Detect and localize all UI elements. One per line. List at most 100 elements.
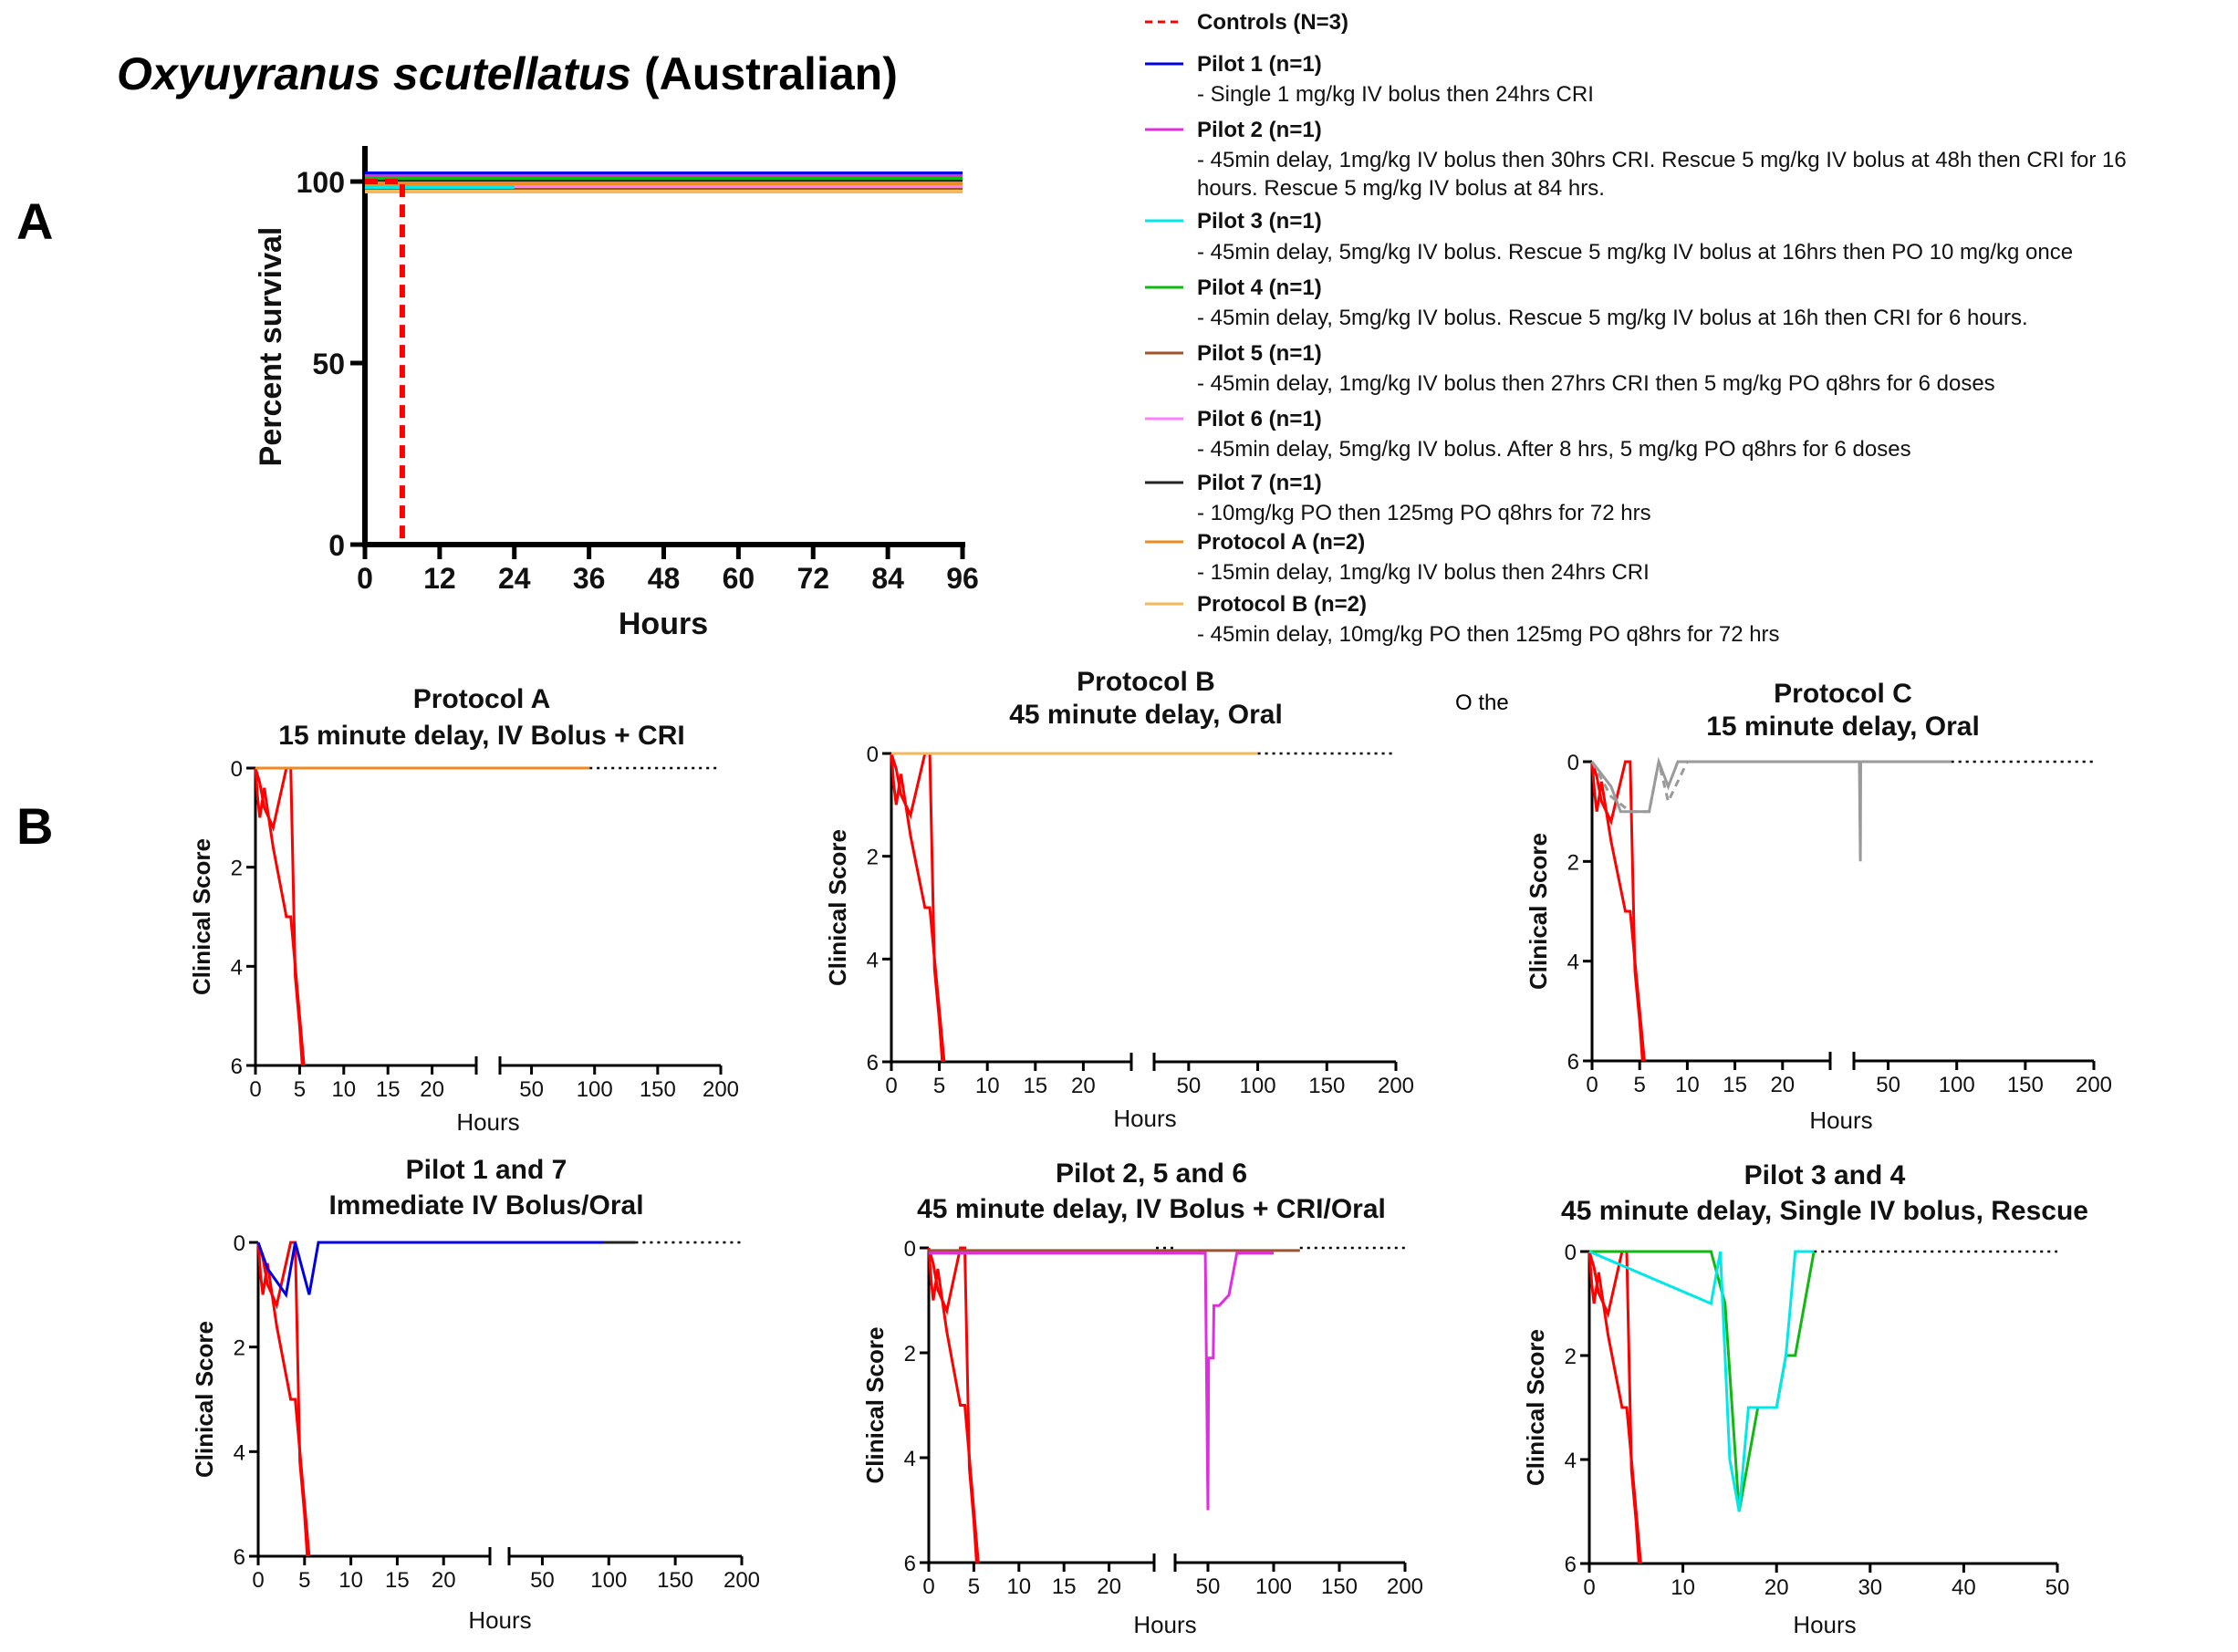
x-tick-label: 100 bbox=[1939, 1073, 1975, 1097]
y-tick-label: 4 bbox=[904, 1447, 916, 1471]
series-line-pilot1 bbox=[256, 1241, 604, 1299]
y-tick-label: 2 bbox=[1565, 1345, 1577, 1369]
x-tick-label: 30 bbox=[1858, 1575, 1882, 1600]
legend-entry-controls: Controls (N=3) bbox=[1145, 10, 1348, 35]
y-tick-label: 6 bbox=[867, 1051, 879, 1075]
x-tick-label: 36 bbox=[573, 562, 606, 595]
y-tick-label: 50 bbox=[312, 348, 345, 380]
x-tick-label: 20 bbox=[432, 1568, 456, 1593]
x-tick-label: 20 bbox=[1764, 1575, 1789, 1600]
y-axis-label: Clinical Score bbox=[188, 838, 215, 995]
x-tick-label: 50 bbox=[1196, 1574, 1221, 1599]
x-tick-label: 10 bbox=[338, 1568, 363, 1593]
legend-detail: - 45min delay, 5mg/kg IV bolus. After 8 … bbox=[1197, 437, 1911, 462]
x-tick-label: 48 bbox=[648, 562, 681, 595]
y-tick-label: 2 bbox=[867, 846, 879, 870]
x-tick-label: 5 bbox=[294, 1077, 306, 1102]
x-tick-label: 150 bbox=[1308, 1074, 1345, 1098]
chart-title: Protocol C bbox=[1774, 679, 1912, 709]
chart-title: Pilot 3 and 4 bbox=[1744, 1160, 1906, 1190]
chart-subtitle: 15 minute delay, IV Bolus + CRI bbox=[278, 721, 684, 751]
x-tick-label: 50 bbox=[1876, 1073, 1900, 1097]
x-tick-label: 0 bbox=[249, 1077, 261, 1102]
x-tick-label: 5 bbox=[298, 1568, 310, 1593]
x-tick-label: 0 bbox=[1586, 1073, 1598, 1097]
legend-entry-pilot2: Pilot 2 (n=1) - 45min delay, 1mg/kg IV bo… bbox=[1145, 118, 2127, 201]
x-tick-label: 10 bbox=[1671, 1575, 1695, 1600]
series-line-pilot2 bbox=[929, 1252, 1274, 1511]
y-axis-label: Clinical Score bbox=[824, 829, 851, 986]
legend-name: Pilot 3 (n=1) bbox=[1197, 209, 1322, 234]
y-tick-label: 4 bbox=[234, 1440, 245, 1465]
x-tick-label: 0 bbox=[357, 562, 373, 595]
legend-detail: - 45min delay, 10mg/kg PO then 125mg PO … bbox=[1197, 622, 1780, 647]
legend-name: Pilot 5 (n=1) bbox=[1197, 341, 1322, 366]
x-tick-label: 200 bbox=[703, 1077, 739, 1102]
x-tick-label: 10 bbox=[331, 1077, 356, 1102]
figure-title: Oxyuyranus scutellatus (Australian) bbox=[117, 48, 898, 99]
legend-entry-pilot4: Pilot 4 (n=1) - 45min delay, 5mg/kg IV bo… bbox=[1145, 275, 2028, 330]
x-tick-label: 60 bbox=[723, 562, 755, 595]
legend-name: Protocol B (n=2) bbox=[1197, 592, 1367, 617]
legend-name: Pilot 2 (n=1) bbox=[1197, 118, 1322, 142]
x-tick-label: 100 bbox=[590, 1568, 627, 1593]
x-axis-label: Hours bbox=[1113, 1105, 1176, 1132]
x-tick-label: 0 bbox=[252, 1568, 264, 1593]
y-tick-label: 2 bbox=[1567, 850, 1579, 875]
chart-title: Protocol A bbox=[413, 684, 551, 714]
series-line-controls bbox=[256, 1241, 309, 1557]
series-line-controls bbox=[1587, 1251, 1642, 1564]
x-tick-label: 96 bbox=[946, 562, 979, 595]
x-tick-label: 12 bbox=[423, 562, 456, 595]
series-line-controls bbox=[890, 753, 946, 1063]
x-tick-label: 200 bbox=[2076, 1073, 2112, 1097]
legend-entry-pilot3: Pilot 3 (n=1) - 45min delay, 5mg/kg IV bo… bbox=[1145, 209, 2073, 265]
x-tick-label: 5 bbox=[1634, 1073, 1646, 1097]
chart-survival: 0 50 100 0 12 24 36 48 60 72 84 96 Hours Percent surv… bbox=[254, 146, 979, 641]
legend-name: Pilot 6 (n=1) bbox=[1197, 407, 1322, 431]
legend-name: Pilot 4 (n=1) bbox=[1197, 275, 1322, 300]
series-line-controls bbox=[890, 752, 944, 1063]
x-tick-label: 20 bbox=[1770, 1073, 1795, 1097]
x-tick-label: 0 bbox=[922, 1574, 934, 1599]
legend-entry-pilot6: Pilot 6 (n=1) - 45min delay, 5mg/kg IV bo… bbox=[1145, 407, 1911, 462]
x-tick-label: 50 bbox=[519, 1077, 544, 1102]
legend-detail: - 15min delay, 1mg/kg IV bolus then 24hr… bbox=[1197, 560, 1650, 585]
panel-label-b: B bbox=[16, 797, 53, 855]
chart-subtitle: 45 minute delay, Oral bbox=[1009, 700, 1283, 730]
x-tick-label: 5 bbox=[933, 1074, 945, 1098]
x-tick-label: 15 bbox=[385, 1568, 410, 1593]
chart-subtitle: Immediate IV Bolus/Oral bbox=[328, 1190, 643, 1221]
x-tick-label: 150 bbox=[640, 1077, 676, 1102]
series-line-controls bbox=[1587, 1250, 1640, 1564]
x-tick-label: 5 bbox=[968, 1574, 980, 1599]
y-axis-label: Clinical Score bbox=[1522, 1329, 1549, 1486]
x-tick-label: 72 bbox=[796, 562, 829, 595]
x-axis-label: Hours bbox=[1793, 1611, 1856, 1638]
y-axis-label: Clinical Score bbox=[861, 1327, 889, 1484]
x-tick-label: 20 bbox=[1097, 1574, 1121, 1599]
x-tick-label: 15 bbox=[1052, 1574, 1077, 1599]
stray-text: O the bbox=[1455, 691, 1509, 715]
x-tick-label: 10 bbox=[1006, 1574, 1031, 1599]
series-line-controls bbox=[365, 179, 405, 545]
legend-detail: - 45min delay, 1mg/kg IV bolus then 30hr… bbox=[1197, 148, 2127, 172]
y-axis-label: Clinical Score bbox=[191, 1321, 218, 1478]
x-tick-label: 40 bbox=[1952, 1575, 1976, 1600]
x-tick-label: 50 bbox=[1177, 1074, 1202, 1098]
x-tick-label: 150 bbox=[2007, 1073, 2044, 1097]
legend-name: Pilot 1 (n=1) bbox=[1197, 52, 1322, 77]
legend-detail: - 10mg/kg PO then 125mg PO q8hrs for 72 … bbox=[1197, 501, 1651, 525]
y-tick-label: 2 bbox=[231, 857, 243, 881]
y-tick-label: 4 bbox=[1565, 1449, 1577, 1473]
legend-detail: - Single 1 mg/kg IV bolus then 24hrs CRI bbox=[1197, 82, 1594, 107]
series-line-controls bbox=[927, 1247, 980, 1564]
legend: Controls (N=3) Pilot 1 (n=1) - Single 1 mg… bbox=[1145, 10, 2127, 647]
chart-subtitle: 15 minute delay, Oral bbox=[1706, 712, 1980, 742]
legend-detail: - 45min delay, 5mg/kg IV bolus. Rescue 5… bbox=[1197, 240, 2073, 265]
x-tick-label: 200 bbox=[723, 1568, 760, 1593]
